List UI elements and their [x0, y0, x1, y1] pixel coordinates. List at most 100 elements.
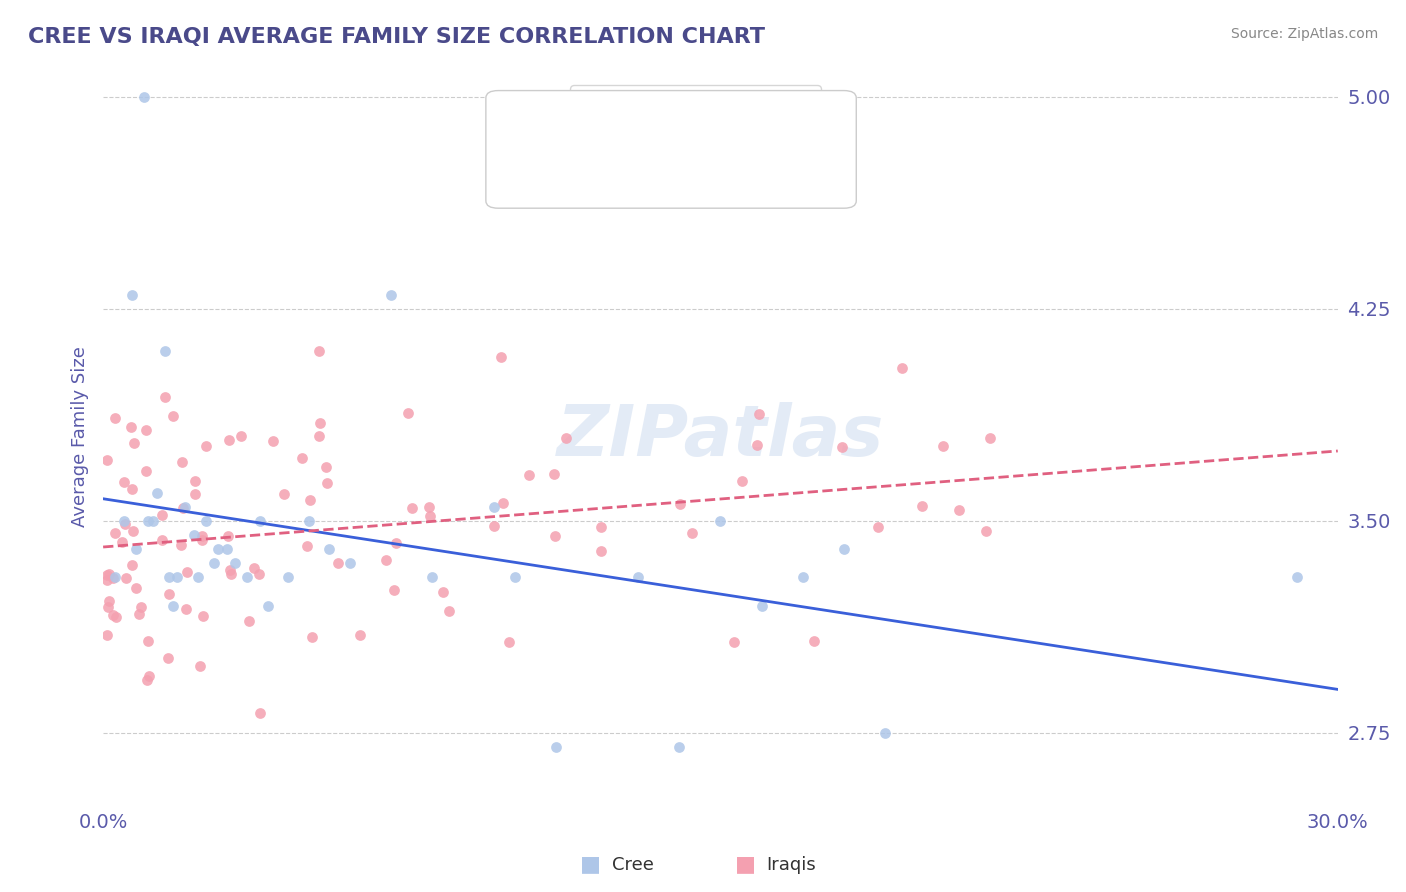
Point: [948, 503, 970, 517]
Point: [176, 565, 198, 579]
Point: [484, 518, 506, 533]
Point: [503, 570, 526, 584]
Point: [120, 420, 142, 434]
Point: [256, 599, 278, 613]
Point: [318, 542, 340, 557]
Point: [136, 633, 159, 648]
Point: [125, 581, 148, 595]
Point: [437, 604, 460, 618]
Point: [121, 524, 143, 538]
Point: [207, 542, 229, 557]
Point: [249, 514, 271, 528]
Point: [339, 557, 361, 571]
Point: [308, 344, 330, 359]
Point: [238, 614, 260, 628]
Point: [191, 529, 214, 543]
Point: [832, 542, 855, 557]
Point: [543, 467, 565, 482]
Point: [382, 582, 405, 597]
Point: [195, 438, 218, 452]
Point: [709, 514, 731, 528]
Point: [150, 508, 173, 522]
Point: [112, 475, 135, 489]
Point: [96, 628, 118, 642]
Point: [249, 706, 271, 721]
Point: [112, 514, 135, 528]
Point: [188, 659, 211, 673]
Point: [748, 407, 770, 421]
Point: [111, 535, 134, 549]
Legend: R = -0.001    N = 40, R = 0.196    N = 103: R = -0.001 N = 40, R = 0.196 N = 103: [571, 85, 821, 153]
Point: [309, 416, 332, 430]
Point: [157, 587, 180, 601]
Point: [873, 726, 896, 740]
Point: [295, 539, 318, 553]
Point: [141, 514, 163, 528]
Point: [731, 474, 754, 488]
Point: [401, 500, 423, 515]
Point: [243, 561, 266, 575]
Point: [751, 599, 773, 613]
Point: [138, 514, 160, 528]
Point: [224, 557, 246, 571]
Point: [128, 607, 150, 621]
Point: [114, 517, 136, 532]
Point: [229, 429, 252, 443]
Point: [315, 460, 337, 475]
Point: [299, 493, 322, 508]
Point: [273, 487, 295, 501]
Point: [150, 533, 173, 547]
Point: [96, 574, 118, 588]
Point: [491, 496, 513, 510]
Point: [190, 533, 212, 548]
Y-axis label: Average Family Size: Average Family Size: [72, 346, 89, 526]
Point: [104, 610, 127, 624]
Point: [498, 635, 520, 649]
Point: [482, 500, 505, 514]
Point: [218, 434, 240, 448]
Point: [418, 500, 440, 514]
Point: [419, 509, 441, 524]
Point: [831, 440, 853, 454]
Point: [681, 526, 703, 541]
Point: [114, 571, 136, 585]
Point: [174, 500, 197, 514]
Point: [215, 542, 238, 557]
Point: [157, 650, 180, 665]
Point: [135, 424, 157, 438]
Point: [104, 570, 127, 584]
Point: [555, 431, 578, 445]
Point: [217, 529, 239, 543]
Point: [291, 450, 314, 465]
Point: [138, 669, 160, 683]
Point: [301, 630, 323, 644]
Text: ■: ■: [735, 855, 755, 874]
Point: [155, 390, 177, 404]
Point: [723, 635, 745, 649]
Point: [349, 628, 371, 642]
Point: [184, 475, 207, 489]
Point: [380, 287, 402, 301]
Point: [277, 570, 299, 584]
Point: [97, 599, 120, 614]
Text: Iraqis: Iraqis: [766, 856, 815, 874]
Point: [931, 439, 953, 453]
Point: [544, 740, 567, 755]
Point: [98, 566, 121, 581]
Point: [195, 514, 218, 528]
Point: [745, 438, 768, 452]
Point: [122, 436, 145, 450]
Point: [422, 570, 444, 584]
Point: [668, 498, 690, 512]
Point: [627, 570, 650, 584]
Point: [166, 570, 188, 584]
Point: [890, 360, 912, 375]
Point: [96, 453, 118, 467]
Point: [589, 544, 612, 558]
Point: [101, 608, 124, 623]
Point: [396, 406, 419, 420]
Point: [792, 570, 814, 584]
Point: [191, 609, 214, 624]
Text: ZIPatlas: ZIPatlas: [557, 401, 884, 471]
Point: [298, 514, 321, 528]
